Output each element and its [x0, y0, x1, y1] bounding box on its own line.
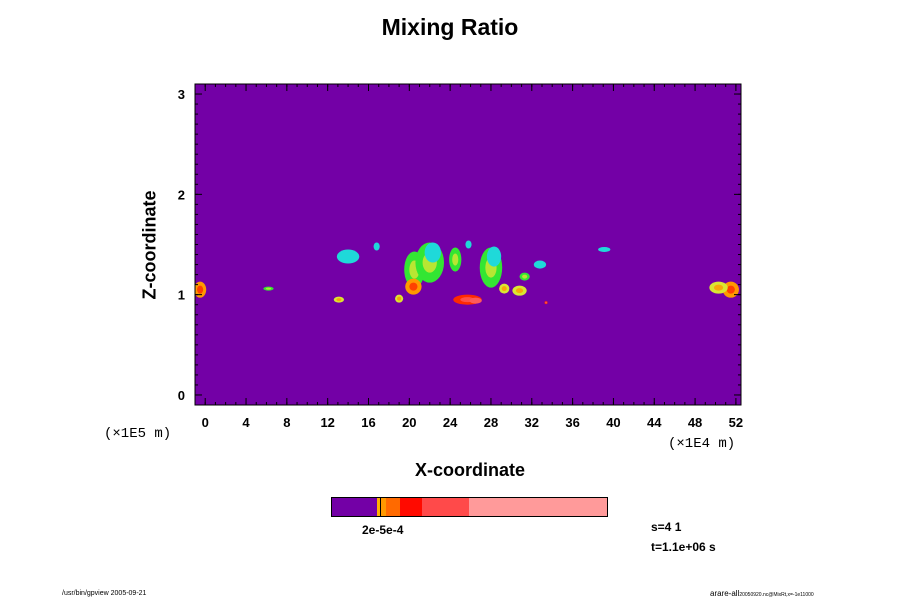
chart-title: Mixing Ratio: [381, 14, 519, 40]
x-tick-label-24: 24: [443, 415, 458, 430]
mixing-feature-core-6: [397, 296, 402, 301]
x-tick-label-8: 8: [283, 415, 290, 430]
x-tick-label-28: 28: [484, 415, 498, 430]
z-tick-label-0: 0: [178, 388, 185, 403]
x-tick-label-4: 4: [242, 415, 250, 430]
mixing-feature-core-23: [197, 285, 204, 294]
colorbar-segment-0: [332, 498, 378, 516]
x-tick-label-52: 52: [729, 415, 743, 430]
mixing-feature-core-1: [713, 284, 724, 291]
mixing-feature-core-21: [545, 301, 548, 304]
mixing-feature-core-14: [472, 299, 479, 303]
mixing-feature-core-18: [515, 288, 524, 294]
colorbar-segment-2: [380, 498, 382, 516]
footer-file-detail: 20050920.nc@MixRt,x=-1e11000: [739, 592, 814, 598]
colorbar-segment-7: [468, 498, 607, 516]
mixing-feature-4: [336, 249, 360, 264]
mixing-feature-core-2: [265, 287, 272, 290]
mixing-feature-core-11: [452, 253, 459, 266]
x-tick-label-12: 12: [320, 415, 334, 430]
x-tick-label-16: 16: [361, 415, 375, 430]
z-axis-label: Z-coordinate: [139, 190, 160, 300]
mixing-feature-22: [598, 247, 611, 253]
colorbar-segment-4: [386, 498, 400, 516]
mixing-feature-10: [424, 242, 441, 263]
colorbar-segment-5: [399, 498, 422, 516]
x-tick-label-48: 48: [688, 415, 702, 430]
colorbar-label: 2e-5e-4: [362, 523, 404, 537]
x-tick-label-20: 20: [402, 415, 416, 430]
mixing-feature-core-19: [522, 274, 528, 279]
x-tick-label-0: 0: [202, 415, 209, 430]
footer-file-name: arare-all: [710, 589, 740, 598]
x-tick-label-44: 44: [647, 415, 662, 430]
x-tick-label-40: 40: [606, 415, 620, 430]
colorbar-segment-3: [381, 498, 387, 516]
footer-command: /usr/bin/gpview 2005-09-21: [62, 590, 147, 597]
footer-file: arare-all20050920.nc@MixRt,x=-1e11000: [710, 589, 814, 598]
x-tick-label-36: 36: [565, 415, 579, 430]
colorbar: [331, 497, 608, 517]
mixing-feature-20: [533, 260, 547, 269]
colorbar-segment-6: [421, 498, 469, 516]
x-axis-label: X-coordinate: [414, 460, 525, 480]
mixing-feature-core-0: [726, 285, 735, 294]
x-axis-unit: (×1E4 m): [668, 436, 736, 452]
time-label: t=1.1e+06 s: [651, 540, 716, 554]
z-axis-unit: (×1E5 m): [104, 426, 172, 442]
z-tick-label-2: 2: [178, 187, 185, 202]
mixing-feature-core-17: [501, 286, 507, 292]
z-tick-label-3: 3: [178, 87, 185, 102]
mixing-feature-16: [486, 246, 502, 267]
mixing-feature-core-3: [336, 298, 342, 302]
mixing-feature-5: [373, 242, 380, 251]
x-tick-label-32: 32: [525, 415, 539, 430]
mixing-feature-core-9: [409, 282, 418, 291]
z-tick-label-1: 1: [178, 288, 185, 303]
mixing-feature-12: [465, 240, 472, 249]
colorbar-segment-1: [377, 498, 381, 516]
step-label: s=4 1: [651, 520, 682, 534]
